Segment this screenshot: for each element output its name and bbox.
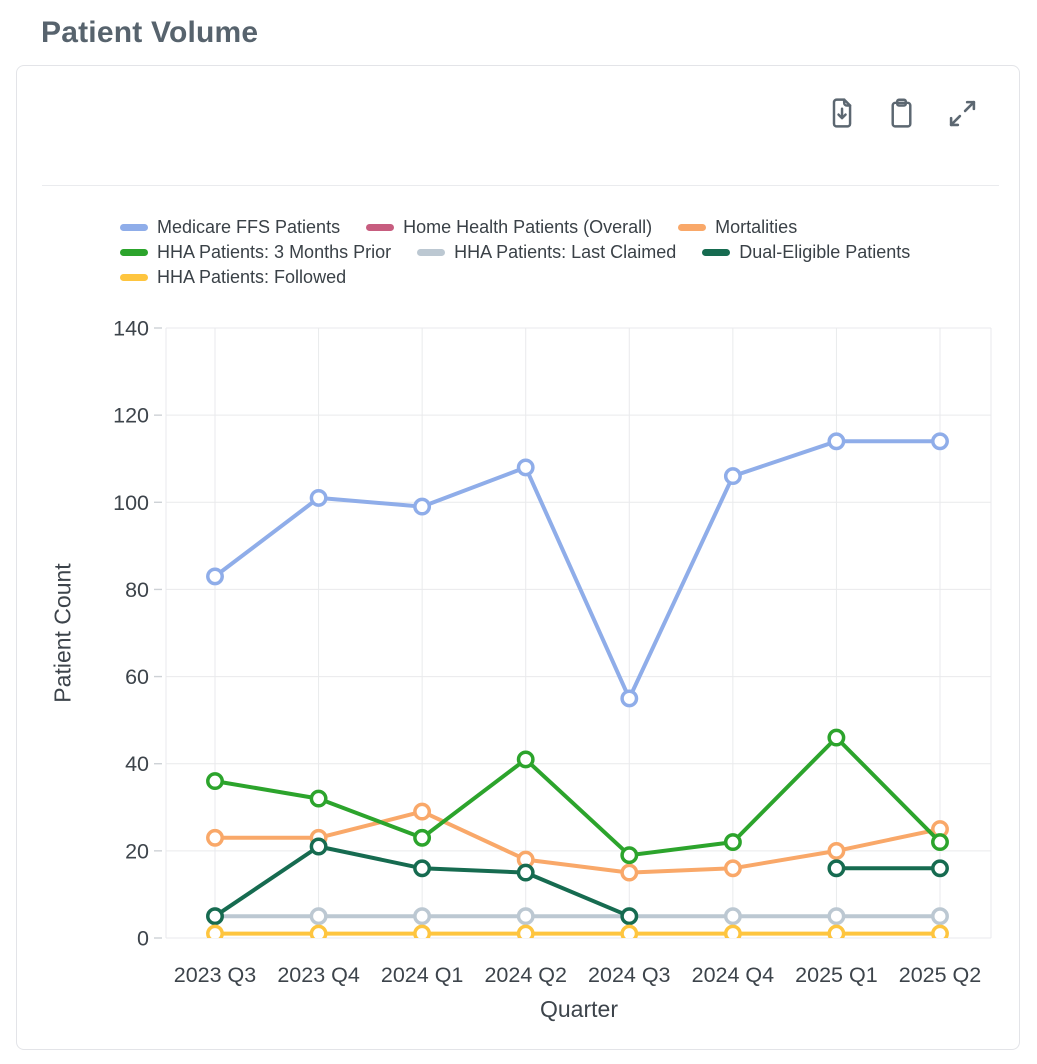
chart-card: Medicare FFS Patients Home Health Patien… xyxy=(16,65,1020,1050)
clipboard-icon[interactable] xyxy=(888,98,915,128)
svg-text:100: 100 xyxy=(113,491,149,515)
legend-swatch xyxy=(120,274,148,281)
legend-swatch xyxy=(678,224,707,231)
svg-text:2025 Q2: 2025 Q2 xyxy=(899,963,981,987)
y-axis-title: Patient Count xyxy=(49,563,76,703)
svg-text:140: 140 xyxy=(113,317,149,341)
patient-volume-chart: 0 20 40 60 80 100 120 140 2023 Q3 2023 Q4 2024 Q1 2… xyxy=(113,317,992,987)
expand-icon[interactable] xyxy=(948,99,977,128)
legend-item-hha-last-claimed[interactable]: HHA Patients: Last Claimed xyxy=(417,242,676,263)
svg-text:2024 Q3: 2024 Q3 xyxy=(588,963,671,987)
legend-item-hha-3-months-prior[interactable]: HHA Patients: 3 Months Prior xyxy=(120,242,391,263)
legend-swatch xyxy=(417,249,446,256)
svg-text:120: 120 xyxy=(113,404,149,428)
svg-text:2024 Q2: 2024 Q2 xyxy=(484,963,566,987)
legend-item-dual-eligible[interactable]: Dual-Eligible Patients xyxy=(702,242,910,263)
svg-text:2023 Q3: 2023 Q3 xyxy=(174,963,257,987)
x-axis-title: Quarter xyxy=(540,996,618,1022)
download-icon[interactable] xyxy=(828,98,855,128)
svg-text:2025 Q1: 2025 Q1 xyxy=(795,963,877,987)
legend-swatch xyxy=(120,224,148,231)
legend-label: HHA Patients: Last Claimed xyxy=(454,242,677,262)
legend-label: Mortalities xyxy=(715,217,798,237)
legend-label: HHA Patients: 3 Months Prior xyxy=(157,242,392,262)
chart-toolbar xyxy=(828,98,977,128)
legend-label: Dual-Eligible Patients xyxy=(739,242,911,262)
svg-text:2023 Q4: 2023 Q4 xyxy=(277,963,360,987)
legend-item-mortalities[interactable]: Mortalities xyxy=(678,217,797,238)
legend-swatch xyxy=(366,224,395,231)
legend-item-home-health-overall[interactable]: Home Health Patients (Overall) xyxy=(366,217,652,238)
legend-label: Home Health Patients (Overall) xyxy=(403,217,653,237)
legend-swatch xyxy=(120,249,148,256)
svg-text:60: 60 xyxy=(125,665,149,689)
chart-plot-area: 0 20 40 60 80 100 120 140 2023 Q3 2023 Q4 2024 Q1 2… xyxy=(17,291,1021,1046)
svg-text:2024 Q1: 2024 Q1 xyxy=(381,963,463,987)
svg-text:80: 80 xyxy=(125,578,149,602)
svg-text:0: 0 xyxy=(137,927,149,951)
svg-text:2024 Q4: 2024 Q4 xyxy=(692,963,775,987)
legend-item-medicare-ffs[interactable]: Medicare FFS Patients xyxy=(120,217,340,238)
svg-text:40: 40 xyxy=(125,752,149,776)
divider xyxy=(42,185,999,186)
legend-item-hha-followed[interactable]: HHA Patients: Followed xyxy=(120,267,346,288)
page-title: Patient Volume xyxy=(41,16,259,49)
chart-legend: Medicare FFS Patients Home Health Patien… xyxy=(120,217,932,288)
svg-text:20: 20 xyxy=(125,839,149,863)
legend-label: HHA Patients: Followed xyxy=(157,267,347,287)
legend-swatch xyxy=(702,249,731,256)
legend-label: Medicare FFS Patients xyxy=(157,217,341,237)
